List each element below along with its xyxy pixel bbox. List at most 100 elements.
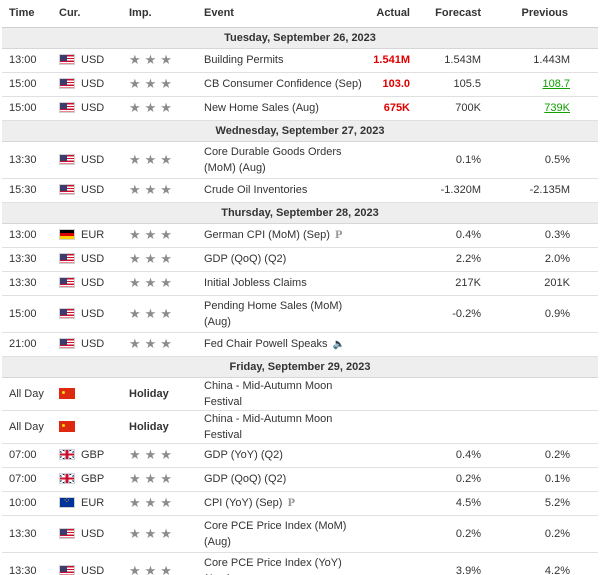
- forecast-value: 0.4%: [422, 223, 493, 248]
- previous-column-header[interactable]: Previous: [493, 0, 598, 28]
- event-name-link[interactable]: Fed Chair Powell Speaks: [204, 337, 328, 350]
- event-name-cell[interactable]: GDP (YoY) (Q2): [201, 443, 365, 468]
- event-name-cell[interactable]: Core Durable Goods Orders (MoM) (Aug): [201, 141, 365, 179]
- importance-cell: Holiday: [119, 377, 201, 411]
- event-row[interactable]: 13:30 USD ★★★ Core PCE Price Index (YoY) (A…: [2, 552, 598, 575]
- currency-code: EUR: [81, 497, 105, 509]
- event-row[interactable]: 15:00 USD ★★★ Pending Home Sales (MoM) (Aug…: [2, 295, 598, 333]
- preliminary-icon[interactable]: P: [334, 229, 343, 241]
- forecast-value: 1.543M: [422, 48, 493, 73]
- previous-value: 0.3%: [493, 223, 598, 248]
- event-row[interactable]: 15:00 USD ★★★ CB Consumer Confidence (Sep) 1…: [2, 72, 598, 97]
- event-name-cell[interactable]: Core PCE Price Index (YoY) (Aug): [201, 552, 365, 575]
- forecast-value: -0.2%: [422, 295, 493, 333]
- event-name-cell[interactable]: China - Mid-Autumn Moon Festival: [201, 377, 365, 411]
- event-currency-cell: USD: [59, 552, 119, 575]
- event-name-link[interactable]: China - Mid-Autumn Moon Festival: [204, 412, 333, 441]
- currency-code: USD: [81, 527, 105, 540]
- event-name-cell[interactable]: China - Mid-Autumn Moon Festival: [201, 410, 365, 444]
- event-time: 07:00: [2, 443, 59, 468]
- previous-value-text: 1.443M: [533, 54, 570, 66]
- event-name-link[interactable]: Core PCE Price Index (MoM) (Aug): [204, 519, 347, 548]
- event-name-cell[interactable]: German CPI (MoM) (Sep) P: [201, 223, 365, 248]
- event-name-link[interactable]: CPI (YoY) (Sep): [204, 496, 283, 509]
- event-name-link[interactable]: China - Mid-Autumn Moon Festival: [204, 379, 333, 408]
- currency-column-header[interactable]: Cur.: [59, 0, 119, 28]
- event-name-link[interactable]: GDP (QoQ) (Q2): [204, 473, 287, 485]
- event-row[interactable]: All Day Holiday China - Mid-Autumn Moon Fe…: [2, 377, 598, 411]
- event-row[interactable]: 13:00 EUR ★★★ German CPI (MoM) (Sep) P 0.4% 0.…: [2, 223, 598, 248]
- previous-value: 0.2%: [493, 443, 598, 468]
- event-currency-cell: USD: [59, 141, 119, 179]
- event-time: 13:30: [2, 515, 59, 553]
- previous-value-text: 108.7: [542, 78, 570, 90]
- event-name-link[interactable]: New Home Sales (Aug): [204, 102, 319, 114]
- event-row[interactable]: 10:00 EUR ★★★ CPI (YoY) (Sep) P 4.5% 5.2%: [2, 491, 598, 516]
- event-time: 13:00: [2, 48, 59, 73]
- time-column-header[interactable]: Time: [2, 0, 59, 28]
- event-name-cell[interactable]: Core PCE Price Index (MoM) (Aug): [201, 515, 365, 553]
- event-name-link[interactable]: GDP (QoQ) (Q2): [204, 253, 287, 265]
- event-row[interactable]: All Day Holiday China - Mid-Autumn Moon Fe…: [2, 410, 598, 444]
- flag-us-icon: [59, 253, 75, 264]
- previous-value: 2.0%: [493, 247, 598, 272]
- importance-stars-icon: ★★★: [129, 182, 176, 197]
- event-row[interactable]: 15:30 USD ★★★ Crude Oil Inventories -1.320M -…: [2, 178, 598, 203]
- event-name-cell[interactable]: GDP (QoQ) (Q2): [201, 247, 365, 272]
- preliminary-icon[interactable]: P: [287, 497, 295, 509]
- event-time: 07:00: [2, 467, 59, 492]
- previous-value-text: 0.2%: [544, 449, 570, 461]
- event-row[interactable]: 21:00 USD ★★★ Fed Chair Powell Speaks 🔈: [2, 332, 598, 357]
- event-name-link[interactable]: GDP (YoY) (Q2): [204, 449, 283, 461]
- event-row[interactable]: 15:00 USD ★★★ New Home Sales (Aug) 675K 700K 7…: [2, 96, 598, 121]
- event-name-link[interactable]: Initial Jobless Claims: [204, 277, 307, 289]
- event-name-cell[interactable]: New Home Sales (Aug): [201, 96, 365, 121]
- event-name-link[interactable]: Core PCE Price Index (YoY) (Aug): [204, 556, 342, 575]
- event-name-cell[interactable]: CB Consumer Confidence (Sep): [201, 72, 365, 97]
- event-currency-cell: USD: [59, 178, 119, 203]
- importance-stars-icon: ★★★: [129, 76, 176, 91]
- previous-value: 0.9%: [493, 295, 598, 333]
- event-column-header[interactable]: Event: [201, 0, 365, 28]
- event-name-link[interactable]: German CPI (MoM) (Sep): [204, 228, 330, 241]
- previous-value-text: 739K: [544, 102, 570, 114]
- importance-column-header[interactable]: Imp.: [119, 0, 201, 28]
- event-name-cell[interactable]: Pending Home Sales (MoM) (Aug): [201, 295, 365, 333]
- event-row[interactable]: 13:30 USD ★★★ Core PCE Price Index (MoM) (A…: [2, 515, 598, 553]
- event-row[interactable]: 13:30 USD ★★★ GDP (QoQ) (Q2) 2.2% 2.0%: [2, 247, 598, 272]
- event-row[interactable]: 07:00 GBP ★★★ GDP (YoY) (Q2) 0.4% 0.2%: [2, 443, 598, 468]
- event-row[interactable]: 13:00 USD ★★★ Building Permits 1.541M 1.543M 1…: [2, 48, 598, 73]
- importance-cell: ★★★: [119, 223, 201, 248]
- event-name-cell[interactable]: Initial Jobless Claims: [201, 271, 365, 296]
- actual-value: [365, 467, 422, 492]
- event-name-cell[interactable]: CPI (YoY) (Sep) P: [201, 491, 365, 516]
- previous-value: -2.135M: [493, 178, 598, 203]
- event-name-cell[interactable]: Building Permits: [201, 48, 365, 73]
- event-time: 21:00: [2, 332, 59, 357]
- event-name-link[interactable]: Crude Oil Inventories: [204, 184, 308, 196]
- forecast-value: [422, 410, 493, 444]
- currency-code: USD: [81, 253, 105, 265]
- previous-value-text: 0.1%: [544, 473, 570, 485]
- previous-value-text: 4.2%: [544, 564, 570, 575]
- event-row[interactable]: 13:30 USD ★★★ Initial Jobless Claims 217K 201…: [2, 271, 598, 296]
- previous-value: [493, 410, 598, 444]
- event-row[interactable]: 13:30 USD ★★★ Core Durable Goods Orders (Mo…: [2, 141, 598, 179]
- previous-value: [493, 332, 598, 357]
- forecast-value: [422, 332, 493, 357]
- event-name-cell[interactable]: Crude Oil Inventories: [201, 178, 365, 203]
- actual-column-header[interactable]: Actual: [365, 0, 422, 28]
- actual-value: [365, 223, 422, 248]
- previous-value-text: 0.3%: [544, 229, 570, 241]
- importance-stars-icon: ★★★: [129, 471, 176, 486]
- event-name-cell[interactable]: GDP (QoQ) (Q2): [201, 467, 365, 492]
- event-name-link[interactable]: Pending Home Sales (MoM) (Aug): [204, 299, 343, 328]
- event-name-link[interactable]: Core Durable Goods Orders (MoM) (Aug): [204, 145, 342, 174]
- importance-cell: ★★★: [119, 332, 201, 357]
- actual-value: [365, 377, 422, 411]
- event-name-link[interactable]: CB Consumer Confidence (Sep): [204, 78, 362, 90]
- forecast-column-header[interactable]: Forecast: [422, 0, 493, 28]
- event-name-cell[interactable]: Fed Chair Powell Speaks 🔈: [201, 332, 365, 357]
- event-row[interactable]: 07:00 GBP ★★★ GDP (QoQ) (Q2) 0.2% 0.1%: [2, 467, 598, 492]
- event-name-link[interactable]: Building Permits: [204, 54, 284, 66]
